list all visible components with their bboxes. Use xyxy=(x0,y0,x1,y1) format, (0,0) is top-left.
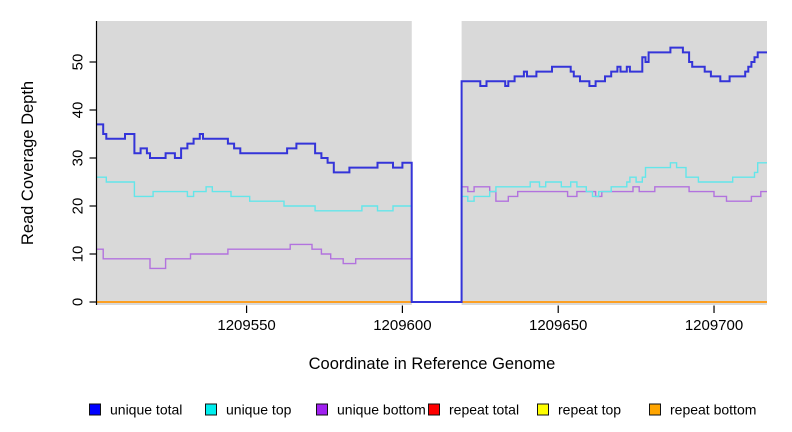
x-tick-label: 1209550 xyxy=(217,317,275,334)
x-tick-label: 1209700 xyxy=(685,317,743,334)
y-tick-label: 10 xyxy=(70,246,87,263)
y-tick-label: 50 xyxy=(70,54,87,71)
x-tick-label: 1209600 xyxy=(373,317,431,334)
y-tick-label: 20 xyxy=(70,198,87,215)
x-axis-title: Coordinate in Reference Genome xyxy=(309,355,556,373)
legend-item-unique-total: unique total xyxy=(89,402,182,418)
series-line-unique-top xyxy=(97,162,767,303)
legend-label: repeat top xyxy=(558,402,621,418)
legend-swatch-icon xyxy=(649,403,661,416)
x-tick-label: 1209650 xyxy=(529,317,587,334)
legend-swatch-icon xyxy=(537,403,549,416)
y-tick-label: 0 xyxy=(70,298,87,306)
legend-label: unique top xyxy=(226,402,292,418)
chart-layer: 0 10 20 30 40 50 1209550 1209600 1209650 1209700 xyxy=(70,21,767,334)
no-data-gap-region xyxy=(411,21,462,305)
legend-item-unique-top: unique top xyxy=(205,402,292,418)
legend-label: unique bottom xyxy=(337,402,426,418)
legend-label: unique total xyxy=(110,402,182,418)
legend-label: repeat total xyxy=(449,402,519,418)
y-tick-label: 30 xyxy=(70,150,87,167)
y-axis-title: Read Coverage Depth xyxy=(19,81,37,245)
legend: unique total unique top unique bottom repea… xyxy=(89,402,756,418)
legend-item-repeat-top: repeat top xyxy=(537,402,621,418)
y-tick-label: 40 xyxy=(70,102,87,119)
legend-label: repeat bottom xyxy=(670,402,756,418)
legend-swatch-icon xyxy=(316,403,328,416)
legend-item-unique-bottom: unique bottom xyxy=(316,402,426,418)
legend-swatch-icon xyxy=(205,403,217,416)
series-line-unique-bottom xyxy=(97,186,767,303)
legend-item-repeat-total: repeat total xyxy=(428,402,519,418)
legend-swatch-icon xyxy=(89,403,101,416)
legend-item-repeat-bottom: repeat bottom xyxy=(649,402,756,418)
series-line-unique-total xyxy=(97,46,767,303)
legend-swatch-icon xyxy=(428,403,440,416)
